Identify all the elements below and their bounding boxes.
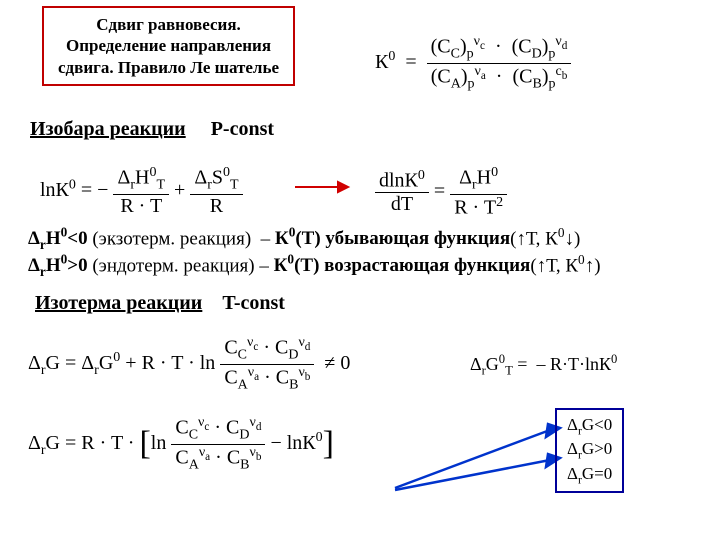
eq-DrG-1: ΔrG = ΔrG0 + R · T · ln CCνc · CDνd CAνa…	[28, 335, 350, 393]
eq-K0: К0 = (CC)pνc · (CD)pνd (CA)pνa · (CB)pcb	[375, 34, 571, 92]
isotherm-heading: Изотерма реакции T-const	[35, 292, 285, 315]
red-arrow-icon	[293, 178, 353, 196]
eq-dlnKdT: dlnК0 dT = ΔrH0 R · T2	[375, 165, 507, 219]
title-l2: Определение направления	[66, 36, 271, 55]
eq-DrG-2: ΔrG = R · T · [ln CCνc · CDνd CAνa · CBν…	[28, 415, 334, 473]
exo-line: ΔrH0<0 (экзотерм. реакция) – К0(Т) убыва…	[28, 225, 580, 253]
eq-DrG0T: ΔrG0T = – R·T·lnК0	[470, 352, 617, 379]
eq-lnK: lnК0 = − ΔrH0T R · T + ΔrS0T R	[40, 165, 243, 218]
isobar-heading: Изобара реакции P-const	[30, 118, 274, 141]
endo-line: ΔrH0>0 (эндотерм. реакция) – К0(Т) возра…	[28, 252, 601, 280]
title-l3: сдвига. Правило Ле шателье	[58, 58, 279, 77]
results-box: ΔrG<0 ΔrG>0 ΔrG=0	[555, 408, 624, 493]
title-l1: Сдвиг равновесия.	[96, 15, 241, 34]
title-box: Сдвиг равновесия. Определение направлени…	[42, 6, 295, 86]
